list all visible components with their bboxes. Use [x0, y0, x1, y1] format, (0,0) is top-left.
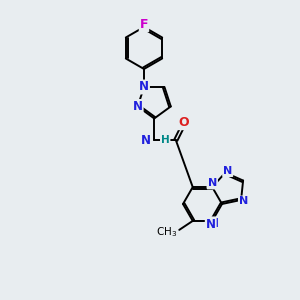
- Text: CH$_3$: CH$_3$: [156, 225, 177, 238]
- Text: N: N: [208, 178, 217, 188]
- Text: F: F: [140, 18, 148, 31]
- Text: N: N: [206, 218, 216, 231]
- Text: O: O: [178, 116, 189, 129]
- Text: N: N: [239, 196, 248, 206]
- Text: N: N: [133, 100, 143, 113]
- Text: N: N: [209, 218, 219, 230]
- Text: H: H: [161, 135, 170, 145]
- Text: N: N: [141, 134, 151, 147]
- Text: N: N: [223, 166, 232, 176]
- Text: N: N: [139, 80, 149, 94]
- Text: N: N: [208, 178, 217, 188]
